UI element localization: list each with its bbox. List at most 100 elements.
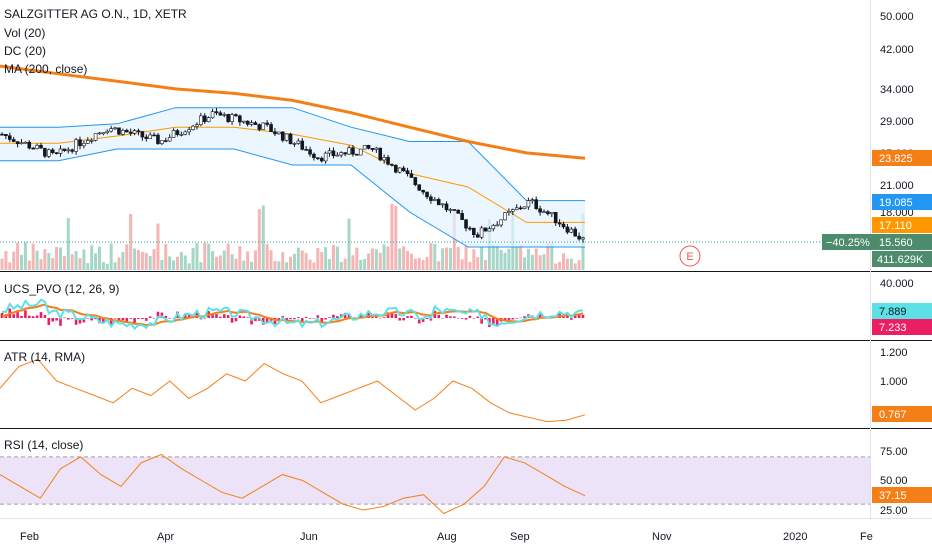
pvo-histogram-bar bbox=[421, 318, 425, 322]
candle bbox=[475, 232, 480, 238]
volume-bar bbox=[328, 258, 332, 270]
pvo-histogram-bar bbox=[113, 318, 117, 319]
pvo-histogram-bar bbox=[234, 318, 238, 322]
volume-bar bbox=[269, 250, 273, 270]
volume-bar bbox=[31, 243, 35, 270]
pvo-histogram-bar bbox=[347, 313, 351, 318]
time-tick: Sep bbox=[510, 531, 530, 543]
candle bbox=[557, 219, 562, 227]
volume-bar bbox=[253, 250, 257, 270]
pvo-histogram-bar bbox=[300, 318, 304, 323]
pvo-histogram-bar bbox=[168, 318, 171, 319]
candle bbox=[472, 227, 476, 238]
volume-bar bbox=[168, 256, 172, 270]
price-tick: 34.000 bbox=[880, 84, 914, 96]
candle bbox=[277, 131, 281, 135]
candle bbox=[429, 194, 433, 204]
candle bbox=[183, 130, 188, 136]
indicator-label-donchian[interactable]: DC (20) bbox=[4, 44, 46, 58]
volume-bar bbox=[117, 257, 121, 270]
badge-dc-mid-text: 17.110 bbox=[879, 220, 912, 232]
volume-bar bbox=[569, 258, 573, 270]
candle bbox=[300, 138, 305, 151]
pvo-histogram-bar bbox=[480, 318, 483, 324]
volume-bar bbox=[413, 258, 417, 270]
volume-bar bbox=[312, 262, 316, 270]
pvo-histogram-bar bbox=[297, 317, 300, 318]
price-pane[interactable]: E SALZGITTER AG O.N., 1D, XETR Vol (20) … bbox=[0, 7, 932, 270]
pvo-histogram-bar bbox=[324, 318, 327, 320]
pvo-histogram-bar bbox=[484, 318, 487, 320]
donchian-basis-line bbox=[0, 126, 585, 223]
volume-bar bbox=[105, 263, 109, 270]
indicator-label-volume[interactable]: Vol (20) bbox=[4, 26, 45, 40]
earnings-marker[interactable]: E bbox=[679, 245, 701, 267]
pvo-histogram-bar bbox=[12, 314, 15, 318]
pvo-histogram-bar bbox=[308, 318, 312, 319]
candle bbox=[511, 208, 515, 215]
volume-bar bbox=[199, 262, 203, 270]
indicator-label-ma[interactable]: MA (200, close) bbox=[4, 62, 87, 76]
badge-rsi: 37.15 bbox=[872, 487, 932, 503]
volume-bar bbox=[398, 248, 402, 270]
price-axis[interactable]: 50.000 42.000 34.000 29.000 25.000 21.00… bbox=[880, 11, 914, 219]
volume-bar bbox=[136, 250, 140, 270]
candle bbox=[308, 146, 312, 157]
candle bbox=[245, 120, 250, 127]
pvo-histogram-bar bbox=[523, 316, 526, 318]
pvo-histogram-bar bbox=[468, 315, 472, 318]
pvo-histogram-bar bbox=[51, 318, 54, 322]
volume-bar bbox=[140, 251, 144, 270]
candle bbox=[191, 124, 195, 131]
pvo-histogram-bar bbox=[507, 318, 511, 320]
pvo-histogram-bar bbox=[456, 317, 460, 319]
candle bbox=[390, 163, 394, 167]
candle bbox=[175, 128, 180, 137]
volume-bar bbox=[0, 258, 4, 270]
candle bbox=[534, 196, 539, 210]
pvo-histogram-bar bbox=[410, 315, 413, 318]
pvo-histogram-bar bbox=[125, 318, 129, 322]
pvo-histogram-bar bbox=[437, 314, 441, 318]
volume-bar bbox=[281, 252, 285, 270]
candle bbox=[105, 129, 110, 135]
candle bbox=[74, 137, 78, 155]
time-axis[interactable]: Feb Apr Jun Aug Sep Nov 2020 Fe bbox=[20, 531, 873, 543]
badge-ma: 23.825 bbox=[872, 150, 932, 166]
pvo-histogram-bar bbox=[250, 318, 253, 325]
candle bbox=[284, 133, 289, 142]
volume-bar bbox=[152, 249, 156, 270]
badge-rsi-text: 37.15 bbox=[879, 490, 907, 502]
chart-title[interactable]: SALZGITTER AG O.N., 1D, XETR bbox=[4, 7, 187, 21]
candle bbox=[339, 151, 344, 158]
volume-bar bbox=[58, 247, 62, 270]
volume-bar bbox=[62, 256, 66, 270]
pvo-histogram-bar bbox=[386, 312, 390, 318]
pvo-histogram-bar bbox=[35, 315, 39, 318]
pane-separators bbox=[0, 0, 932, 520]
rsi-title[interactable]: RSI (14, close) bbox=[4, 438, 83, 452]
pvo-histogram-bar bbox=[495, 318, 499, 326]
volume-bar bbox=[320, 251, 324, 270]
candle bbox=[195, 122, 199, 130]
volume-bar bbox=[534, 248, 538, 270]
volume-bar bbox=[417, 257, 421, 270]
pvo-histogram-bar bbox=[74, 318, 78, 325]
pvo-histogram-bar bbox=[121, 318, 125, 321]
volume-bar bbox=[242, 260, 246, 270]
pvo-title[interactable]: UCS_PVO (12, 26, 9) bbox=[4, 282, 119, 296]
atr-pane[interactable]: ATR (14, RMA) 1.200 1.000 0.767 bbox=[0, 347, 932, 423]
volume-bar bbox=[82, 249, 86, 270]
rsi-pane[interactable]: RSI (14, close) 75.00 50.00 25.00 37.15 bbox=[0, 438, 932, 517]
pvo-histogram-bar bbox=[24, 310, 27, 318]
candle bbox=[460, 209, 464, 221]
candle bbox=[39, 142, 43, 149]
badge-dc-mid: 17.110 bbox=[872, 217, 932, 233]
candle bbox=[46, 148, 51, 159]
pvo-pane[interactable]: UCS_PVO (12, 26, 9) 40.000 7.889 7.233 bbox=[0, 278, 932, 335]
volume-bar bbox=[464, 246, 468, 270]
volume-bar bbox=[355, 247, 359, 270]
atr-title[interactable]: ATR (14, RMA) bbox=[4, 350, 85, 364]
pvo-histogram-bar bbox=[289, 318, 292, 320]
